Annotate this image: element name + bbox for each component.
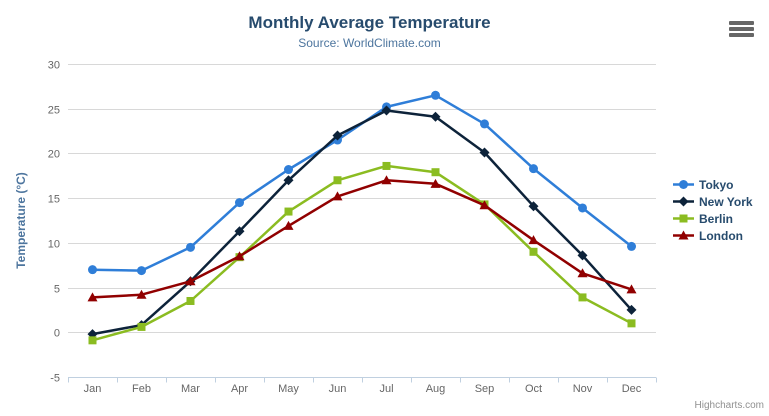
data-point[interactable] — [529, 164, 538, 174]
data-point[interactable] — [88, 336, 97, 345]
data-point[interactable] — [137, 322, 146, 331]
data-point[interactable] — [627, 241, 636, 251]
x-axis-label: Feb — [132, 383, 151, 395]
circle-legend-icon — [673, 180, 694, 189]
data-point[interactable] — [333, 176, 342, 185]
data-point[interactable] — [234, 226, 245, 237]
data-point[interactable] — [186, 242, 195, 252]
triangle-marker — [678, 230, 689, 240]
diamond-marker — [678, 196, 689, 207]
data-point[interactable] — [578, 293, 587, 302]
data-point[interactable] — [626, 304, 637, 315]
legend-item-label: Tokyo — [699, 177, 734, 192]
x-axis-label: Apr — [231, 383, 248, 395]
data-point[interactable] — [479, 147, 490, 158]
data-point[interactable] — [283, 175, 294, 186]
y-axis-label: -5 — [50, 373, 60, 385]
legend-item-label: Berlin — [699, 211, 734, 226]
series-new-york[interactable] — [87, 105, 637, 340]
y-axis-label: 10 — [48, 239, 60, 251]
y-axis-label: 20 — [48, 149, 60, 161]
data-point[interactable] — [528, 201, 539, 212]
legend: Tokyo New York Berlin London — [673, 176, 753, 244]
data-point[interactable] — [431, 168, 440, 177]
legend-item-label: New York — [699, 194, 753, 209]
x-axis-label: Mar — [181, 383, 200, 395]
x-axis-label: Jul — [379, 383, 393, 395]
data-point[interactable] — [283, 220, 294, 230]
triangle-legend-icon — [673, 230, 694, 240]
x-axis-label: Jun — [329, 383, 347, 395]
data-point[interactable] — [577, 250, 588, 261]
data-point[interactable] — [430, 111, 441, 122]
series-london[interactable] — [87, 175, 637, 302]
data-point[interactable] — [284, 207, 293, 216]
series-tokyo[interactable] — [88, 90, 636, 276]
data-point[interactable] — [480, 119, 489, 129]
hamburger-icon — [729, 27, 754, 31]
y-axis-title: Temperature (°C) — [14, 172, 28, 269]
chart-subtitle: Source: WorldClimate.com — [298, 36, 441, 50]
y-axis-label: 5 — [54, 284, 60, 296]
axes: -5 0 5 10 15 20 25 30 Jan Feb Mar Apr May Jun Jul Aug Se… — [48, 60, 657, 395]
data-point[interactable] — [137, 266, 146, 276]
data-point[interactable] — [626, 284, 637, 294]
data-point[interactable] — [332, 130, 343, 141]
x-axis-label: Jan — [84, 383, 102, 395]
legend-item-label: London — [699, 228, 743, 243]
data-point[interactable] — [381, 175, 392, 185]
x-axis-label: May — [278, 383, 299, 395]
series-line — [91, 109, 633, 336]
y-axis-label: 15 — [48, 194, 60, 206]
data-point[interactable] — [479, 200, 490, 210]
data-point[interactable] — [87, 292, 98, 302]
export-menu-button[interactable] — [729, 21, 754, 38]
data-point[interactable] — [235, 198, 244, 208]
data-point[interactable] — [431, 90, 440, 100]
data-point[interactable] — [382, 161, 391, 170]
data-point[interactable] — [88, 265, 97, 275]
x-axis-label: Sep — [475, 383, 495, 395]
y-axis-label: 30 — [48, 60, 60, 72]
circle-marker — [679, 180, 688, 189]
legend-item-tokyo[interactable]: Tokyo — [673, 176, 753, 193]
data-point[interactable] — [528, 235, 539, 245]
series-line — [91, 94, 633, 272]
legend-item-new-york[interactable]: New York — [673, 193, 753, 210]
grid-lines — [68, 64, 656, 378]
x-axis-label: Nov — [573, 383, 593, 395]
data-point[interactable] — [381, 105, 392, 116]
series-line — [91, 179, 633, 299]
hamburger-icon — [729, 21, 754, 25]
chart-title: Monthly Average Temperature — [248, 13, 491, 32]
data-point[interactable] — [234, 251, 245, 261]
highcharts-credit-link[interactable]: Highcharts.com — [694, 400, 764, 411]
data-point[interactable] — [185, 276, 196, 286]
data-point[interactable] — [529, 247, 538, 256]
square-legend-icon — [673, 214, 694, 223]
data-point[interactable] — [284, 165, 293, 175]
y-axis-label: 0 — [54, 328, 60, 340]
data-point[interactable] — [577, 268, 588, 278]
legend-item-london[interactable]: London — [673, 227, 753, 244]
data-point[interactable] — [332, 191, 343, 201]
x-axis-label: Oct — [525, 383, 542, 395]
data-point[interactable] — [430, 178, 441, 188]
diamond-legend-icon — [673, 196, 694, 207]
data-point[interactable] — [136, 289, 147, 299]
data-point[interactable] — [186, 296, 195, 305]
series-line — [91, 164, 633, 342]
x-axis-label: Dec — [622, 383, 642, 395]
square-marker — [679, 214, 688, 223]
data-point[interactable] — [578, 203, 587, 213]
y-axis-label: 25 — [48, 105, 60, 117]
hamburger-icon — [729, 33, 754, 37]
legend-item-berlin[interactable]: Berlin — [673, 210, 753, 227]
data-point[interactable] — [627, 319, 636, 328]
x-axis-label: Aug — [426, 383, 446, 395]
